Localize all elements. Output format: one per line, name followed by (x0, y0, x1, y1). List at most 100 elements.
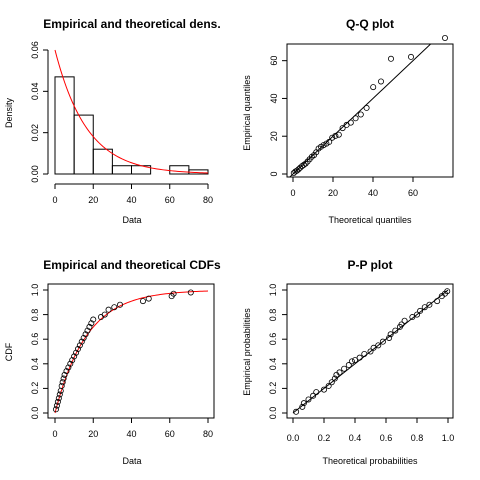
qq-point (363, 104, 370, 111)
qq-ytick-label: 40 (269, 93, 279, 103)
qq-point (407, 53, 414, 60)
pp-xtick-label: 1.0 (442, 433, 455, 443)
density-bar (92, 148, 113, 175)
cdf-point (54, 398, 61, 405)
qq-point (357, 111, 364, 118)
pp-point (293, 408, 300, 415)
pp-point (320, 386, 327, 393)
pp-xtick-label: 0.0 (287, 433, 300, 443)
pp-point (348, 358, 355, 365)
pp-panel: P-P plot Theoretical probabilities Empir… (242, 258, 454, 466)
pp-ylabel: Empirical probabilities (242, 308, 252, 396)
qq-point (370, 84, 377, 91)
density-xtick-label: 20 (88, 195, 98, 205)
pp-point (305, 396, 312, 403)
density-ytick-label: 0.04 (30, 83, 40, 101)
density-bars (54, 76, 209, 175)
pp-point (310, 392, 317, 399)
cdf-point (170, 290, 177, 297)
pp-point (413, 311, 420, 318)
pp-point (336, 369, 343, 376)
pp-point (392, 327, 399, 334)
pp-point (398, 321, 405, 328)
pp-point (401, 317, 408, 324)
cdf-point (139, 298, 146, 305)
cdf-point (117, 301, 124, 308)
cdf-point (90, 316, 97, 323)
qq-point (320, 142, 327, 149)
cdf-ytick-label: 1.0 (30, 284, 40, 297)
cdf-point (71, 353, 78, 360)
cdf-ytick-label: 0.4 (30, 358, 40, 371)
cdf-ytick-label: 0.8 (30, 309, 40, 322)
pp-point (379, 338, 386, 345)
cdf-point (84, 327, 91, 334)
pp-xtick-label: 0.6 (380, 433, 393, 443)
pp-xtick-label: 0.2 (318, 433, 331, 443)
pp-plot-frame (286, 283, 454, 419)
cdf-ytick-label: 0.0 (30, 407, 40, 420)
qq-point (326, 138, 333, 145)
cdf-point (80, 334, 87, 341)
cdf-point (101, 311, 108, 318)
pp-title: P-P plot (347, 258, 392, 272)
cdf-xtick-label: 40 (126, 429, 136, 439)
pp-point (313, 389, 320, 396)
qq-ylabel: Empirical quantiles (242, 75, 252, 151)
cdf-xtick-label: 0 (52, 429, 57, 439)
density-ytick-label: 0.00 (30, 165, 40, 183)
qq-xlabel: Theoretical quantiles (328, 215, 412, 225)
pp-point (375, 342, 382, 349)
pp-point (345, 362, 352, 369)
pp-xtick-label: 0.8 (411, 433, 424, 443)
cdf-xtick-label: 80 (203, 429, 213, 439)
cdf-point (111, 304, 118, 311)
pp-point (328, 379, 335, 386)
qq-point (377, 78, 384, 85)
qq-ytick-label: 60 (269, 56, 279, 66)
qq-xtick-label: 0 (290, 188, 295, 198)
qq-ytick-label: 0 (269, 171, 279, 176)
cdf-point (58, 382, 65, 389)
cdf-point (67, 360, 74, 367)
density-ylabel: Density (4, 97, 14, 128)
cdf-xtick-label: 20 (88, 429, 98, 439)
pp-point (325, 382, 332, 389)
cdf-point (52, 406, 59, 413)
qq-xtick-label: 60 (408, 188, 418, 198)
cdf-title: Empirical and theoretical CDFs (43, 258, 221, 272)
pp-ytick-label: 0.2 (268, 382, 278, 395)
cdf-plot-frame (47, 283, 215, 419)
density-curve (54, 49, 209, 174)
qq-point (300, 161, 307, 168)
cdf-xtick-label: 60 (165, 429, 175, 439)
qq-point (295, 166, 302, 173)
pp-xtick-label: 0.4 (349, 433, 362, 443)
qq-xtick-label: 20 (328, 188, 338, 198)
pp-ytick-label: 0.6 (268, 333, 278, 346)
cdf-point (60, 375, 67, 382)
cdf-ylabel: CDF (4, 342, 14, 361)
pp-point (434, 298, 441, 305)
qq-point (387, 55, 394, 62)
qq-xtick-label: 40 (368, 188, 378, 198)
qq-point (332, 132, 339, 139)
density-ytick-label: 0.02 (30, 124, 40, 142)
qq-point (339, 125, 346, 132)
cdf-point (63, 368, 70, 375)
pp-yticklabels: 0.0 0.2 0.4 0.6 0.8 1.0 (268, 284, 278, 420)
density-xtick-label: 60 (165, 195, 175, 205)
pp-ytick-label: 0.0 (268, 407, 278, 420)
pp-point (421, 304, 428, 311)
cdf-point (61, 371, 68, 378)
pp-ytick-label: 1.0 (268, 284, 278, 297)
pp-point (417, 307, 424, 314)
pp-points (293, 288, 451, 415)
pp-point (351, 357, 358, 364)
density-title: Empirical and theoretical dens. (43, 17, 220, 31)
qq-panel: Q-Q plot Theoretical quantiles Empirical… (242, 17, 454, 225)
cdf-panel: Empirical and theoretical CDFs Data CDF … (4, 258, 221, 466)
cdf-ytick-label: 0.2 (30, 382, 40, 395)
cdf-point (74, 346, 81, 353)
